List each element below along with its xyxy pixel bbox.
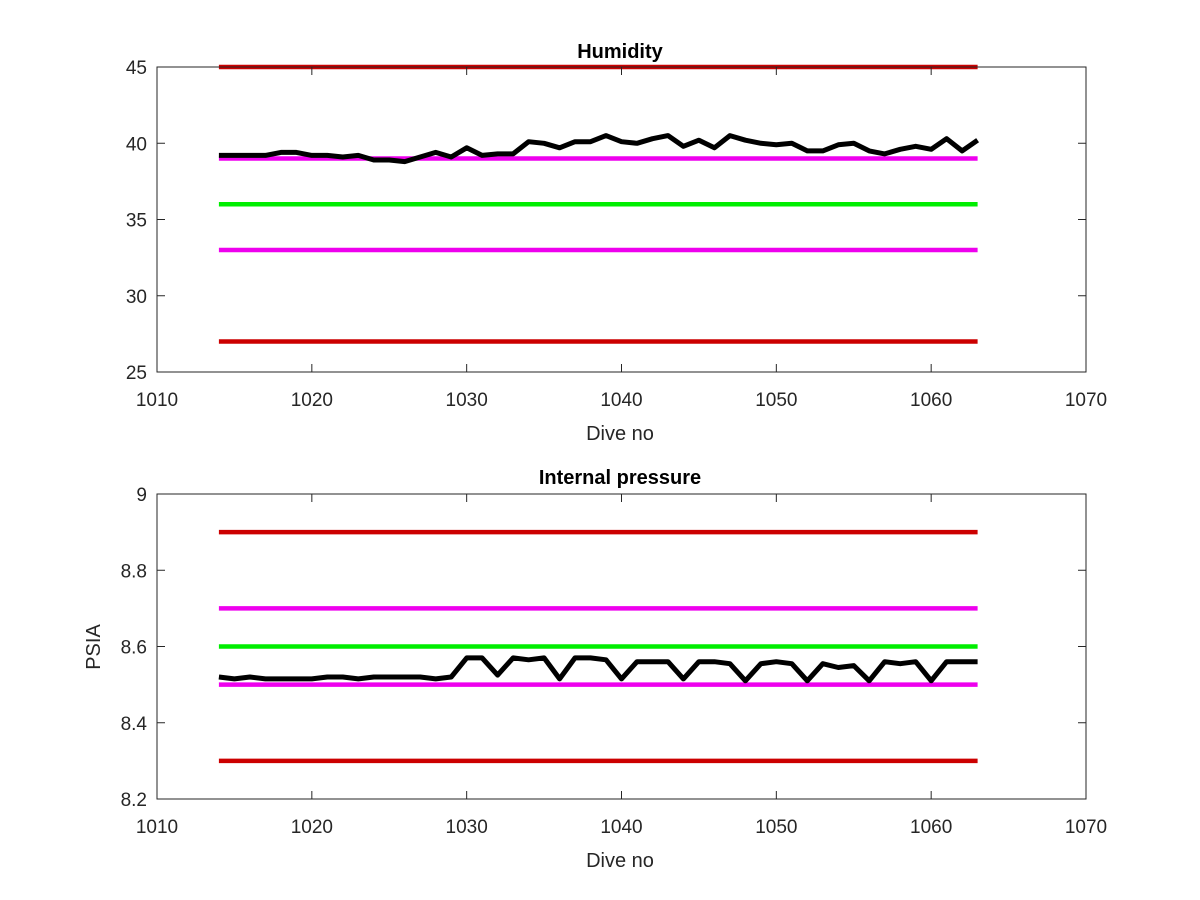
internal-pressure-ytick-label: 8.8: [121, 561, 147, 582]
internal-pressure-xtick-label: 1040: [600, 817, 642, 838]
humidity-ytick-label: 35: [126, 211, 147, 232]
internal-pressure-xtick-label: 1020: [291, 817, 333, 838]
internal-pressure-ytick-label: 8.2: [121, 790, 147, 811]
internal-pressure-xlabel: Dive no: [586, 850, 654, 872]
internal-pressure-xtick-label: 1010: [136, 817, 178, 838]
humidity-xlabel: Dive no: [586, 423, 654, 445]
internal-pressure-xtick-label: 1030: [446, 817, 488, 838]
internal-pressure-ytick-label: 9: [136, 485, 147, 506]
humidity-ytick-label: 40: [126, 134, 147, 155]
internal-pressure-plot: Internal pressure Dive no PSIA 1010 1020 1…: [83, 467, 1107, 872]
humidity-xtick-label: 1040: [600, 390, 642, 411]
humidity-ytick-label: 30: [126, 287, 147, 308]
humidity-xtick-label: 1030: [446, 390, 488, 411]
internal-pressure-ylabel: PSIA: [83, 624, 105, 670]
internal-pressure-xtick-label: 1060: [910, 817, 952, 838]
humidity-xtick-label: 1050: [755, 390, 797, 411]
humidity-xtick-label: 1070: [1065, 390, 1107, 411]
humidity-plot: Humidity Dive no 1010 1020 1030 1040 1050 106…: [126, 41, 1107, 445]
internal-pressure-title: Internal pressure: [539, 467, 701, 489]
internal-pressure-xtick-label: 1050: [755, 817, 797, 838]
internal-pressure-data-line: [218, 655, 978, 684]
humidity-ytick-label: 45: [126, 58, 147, 79]
humidity-axes-box: [156, 66, 1087, 373]
internal-pressure-ytick-label: 8.6: [121, 638, 147, 659]
humidity-title: Humidity: [577, 41, 663, 63]
humidity-xtick-label: 1020: [291, 390, 333, 411]
humidity-data-line: [218, 133, 980, 165]
humidity-ytick-label: 25: [126, 363, 147, 384]
internal-pressure-xtick-label: 1070: [1065, 817, 1107, 838]
humidity-xtick-label: 1060: [910, 390, 952, 411]
humidity-xtick-label: 1010: [136, 390, 178, 411]
internal-pressure-ytick-label: 8.4: [121, 714, 148, 735]
